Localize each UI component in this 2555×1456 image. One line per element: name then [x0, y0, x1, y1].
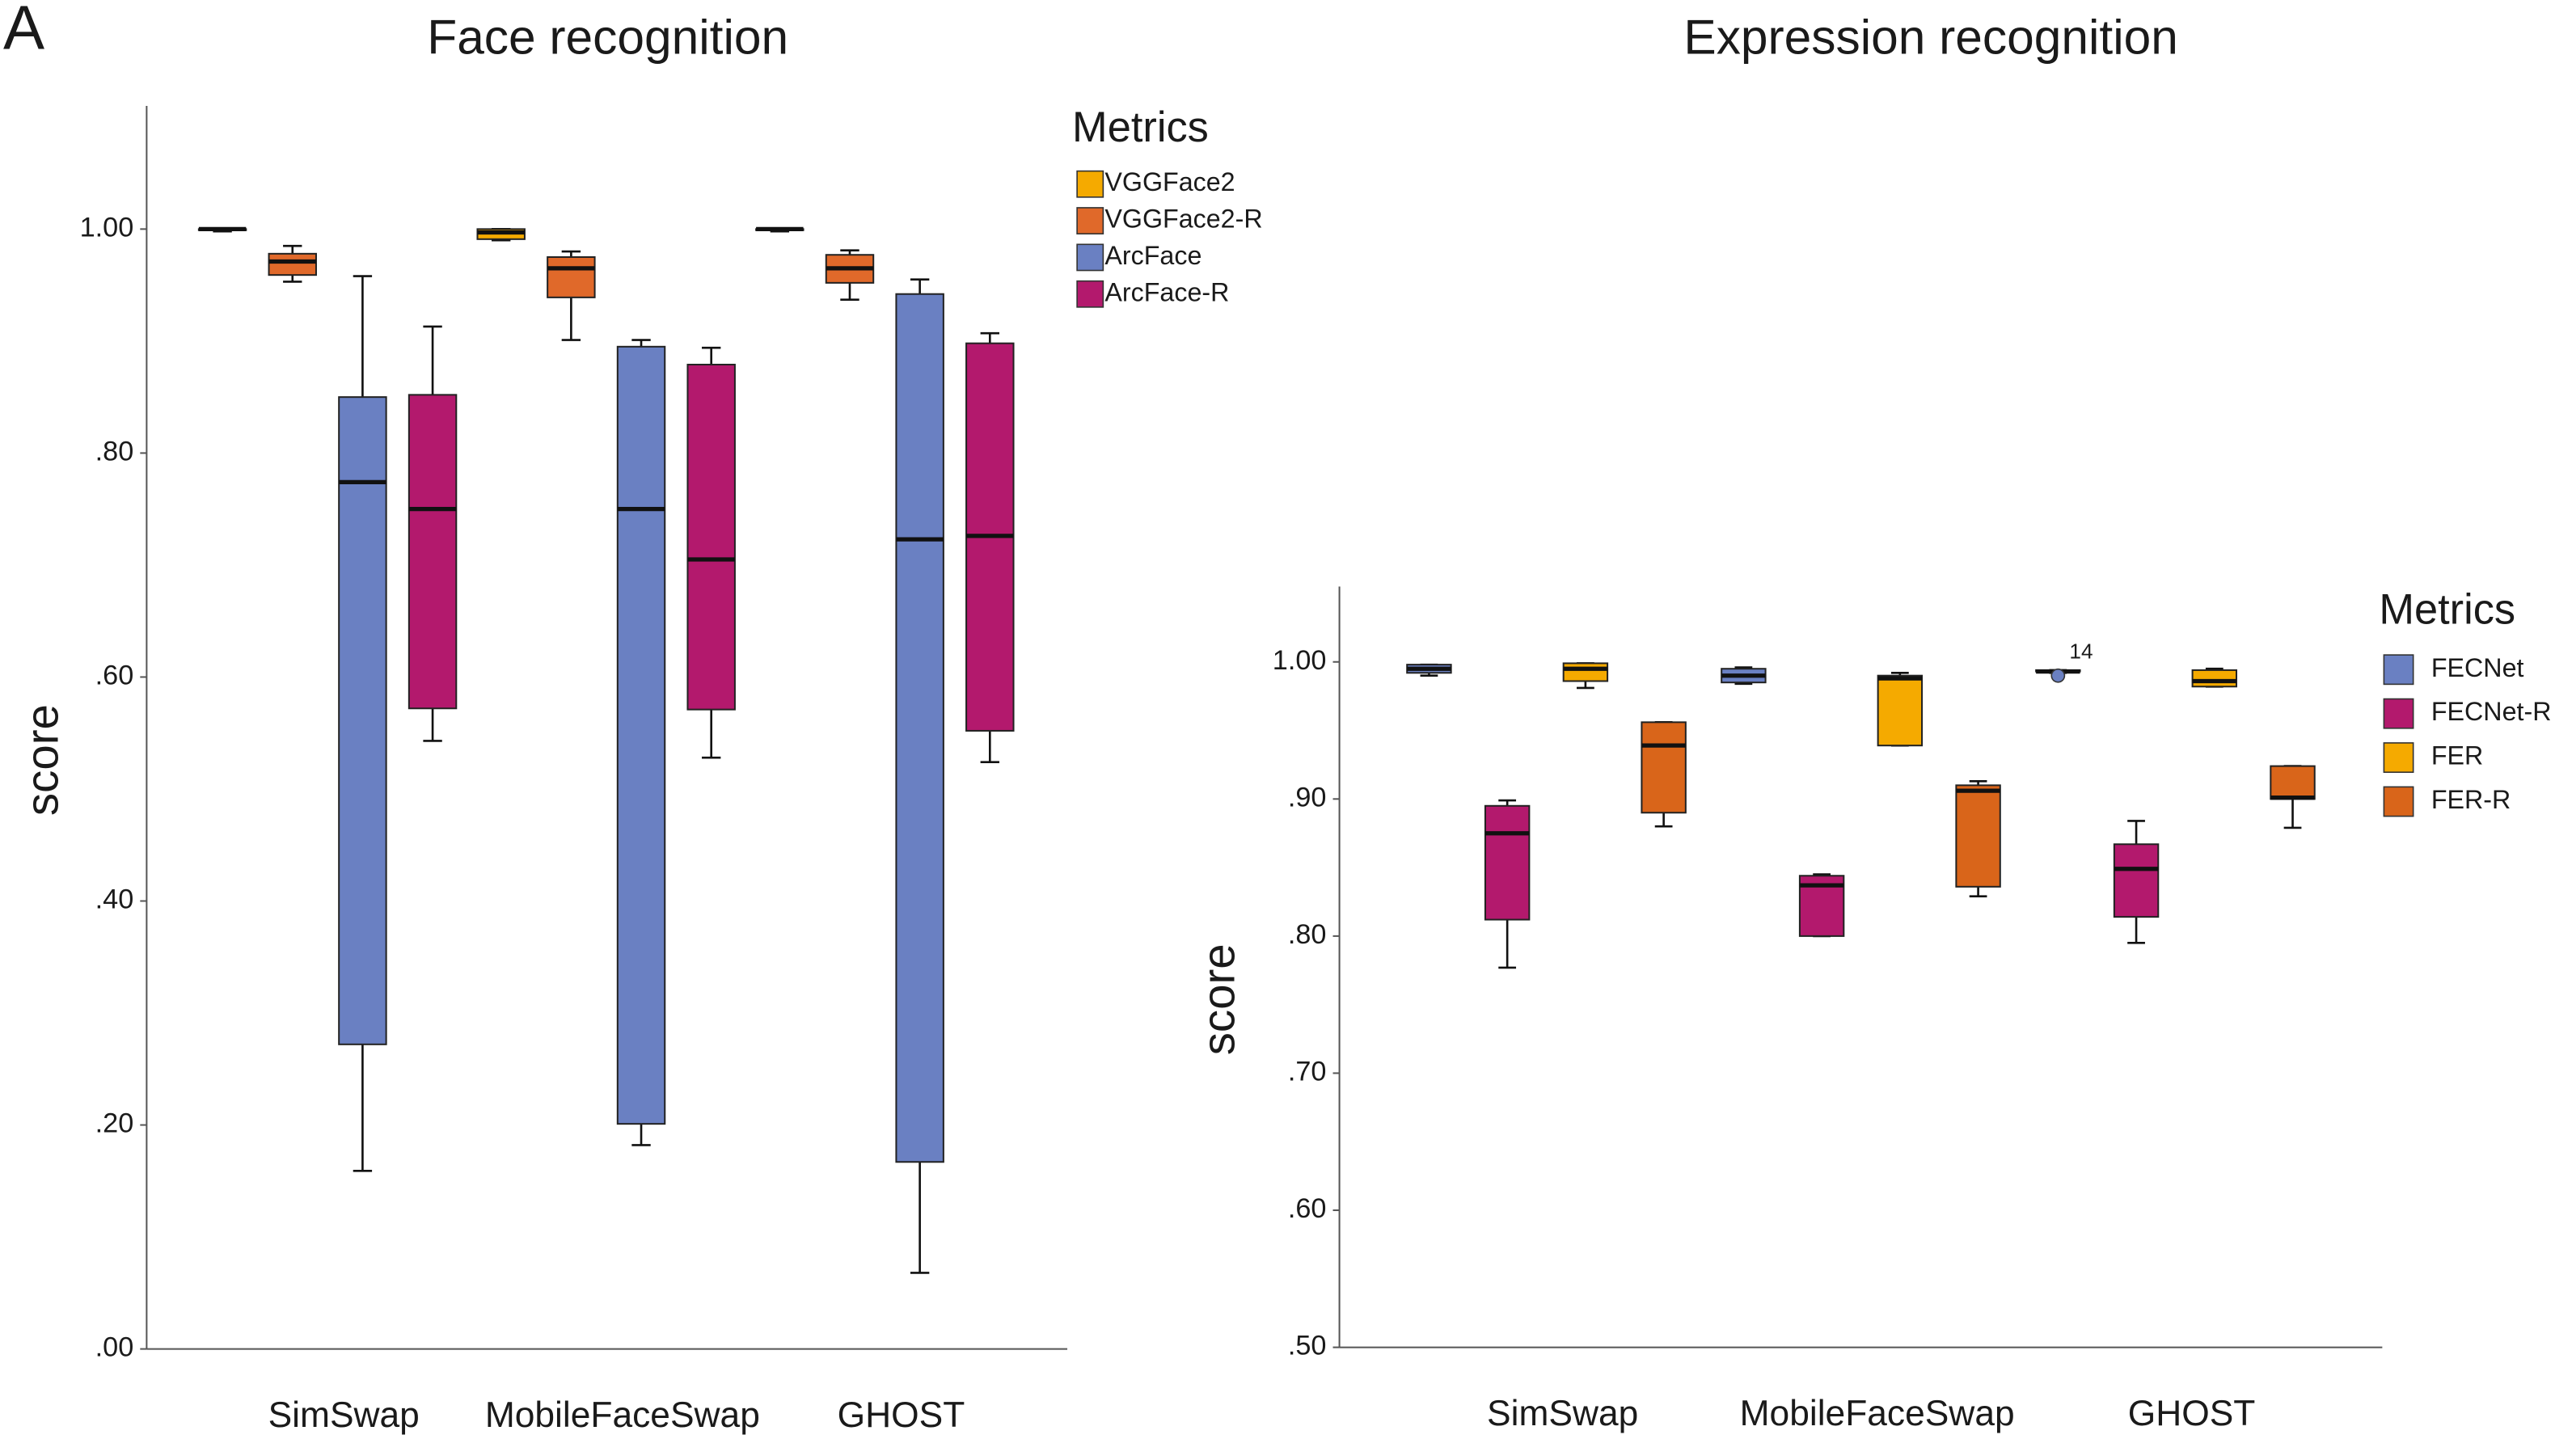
box — [1955, 784, 2001, 888]
box — [616, 345, 666, 1125]
box — [2113, 843, 2160, 918]
legend-swatch — [2383, 786, 2414, 817]
chart-title: Expression recognition — [1683, 9, 2177, 64]
legend-label: ArcFace-R — [1104, 277, 1229, 306]
box — [408, 394, 458, 710]
y-axis-label: score — [1193, 943, 1244, 1055]
legend-label: VGGFace2-R — [1104, 205, 1262, 234]
y-tick-label: .20 — [95, 1108, 134, 1139]
box — [1641, 721, 1687, 814]
legend-swatch — [2383, 742, 2414, 774]
y-tick-label: .00 — [95, 1332, 134, 1363]
legend-label: FER-R — [2431, 785, 2511, 814]
legend-title: Metrics — [1072, 104, 1209, 151]
legend-swatch — [2383, 698, 2414, 729]
box — [338, 396, 387, 1045]
box — [2191, 669, 2238, 688]
legend-label: FER — [2431, 741, 2483, 770]
y-tick-label: 1.00 — [80, 212, 134, 243]
box — [1877, 674, 1924, 747]
x-tick-label: GHOST — [2128, 1394, 2256, 1433]
y-tick-label: .60 — [1288, 1193, 1327, 1224]
box — [547, 255, 596, 298]
x-tick-label: MobileFaceSwap — [485, 1395, 760, 1435]
y-tick-label: 1.00 — [1273, 645, 1327, 676]
legend-swatch — [1076, 243, 1104, 272]
x-tick-label: SimSwap — [268, 1395, 420, 1435]
x-tick-label: SimSwap — [1487, 1394, 1638, 1433]
legend-swatch — [1076, 170, 1104, 198]
box — [268, 252, 317, 276]
y-tick-label: .80 — [1288, 919, 1327, 950]
legend-title: Metrics — [2379, 587, 2515, 634]
legend-label: FECNet-R — [2431, 697, 2552, 726]
panel-label: A — [3, 0, 44, 63]
legend-label: ArcFace — [1104, 241, 1201, 270]
legend-swatch — [1076, 280, 1104, 308]
y-axis-label: score — [16, 704, 67, 816]
box — [1484, 804, 1531, 921]
legend-swatch — [2383, 654, 2414, 686]
box — [2270, 765, 2316, 800]
x-tick-label: MobileFaceSwap — [1740, 1394, 2015, 1433]
legend-label: FECNet — [2431, 653, 2524, 682]
outlier-label: 14 — [2069, 639, 2093, 663]
legend-label: VGGFace2 — [1104, 167, 1235, 196]
outlier — [2050, 668, 2066, 683]
y-tick-label: .60 — [95, 660, 134, 691]
x-tick-label: GHOST — [838, 1395, 965, 1435]
legend-swatch — [1076, 207, 1104, 234]
chart-title: Face recognition — [427, 9, 788, 64]
y-tick-label: .40 — [95, 884, 134, 915]
y-tick-label: .90 — [1288, 782, 1327, 812]
box — [686, 363, 736, 711]
box — [895, 293, 944, 1163]
y-tick-label: .80 — [95, 436, 134, 466]
y-tick-label: .70 — [1288, 1056, 1327, 1087]
box — [1562, 662, 1609, 682]
y-tick-label: .50 — [1288, 1331, 1327, 1361]
